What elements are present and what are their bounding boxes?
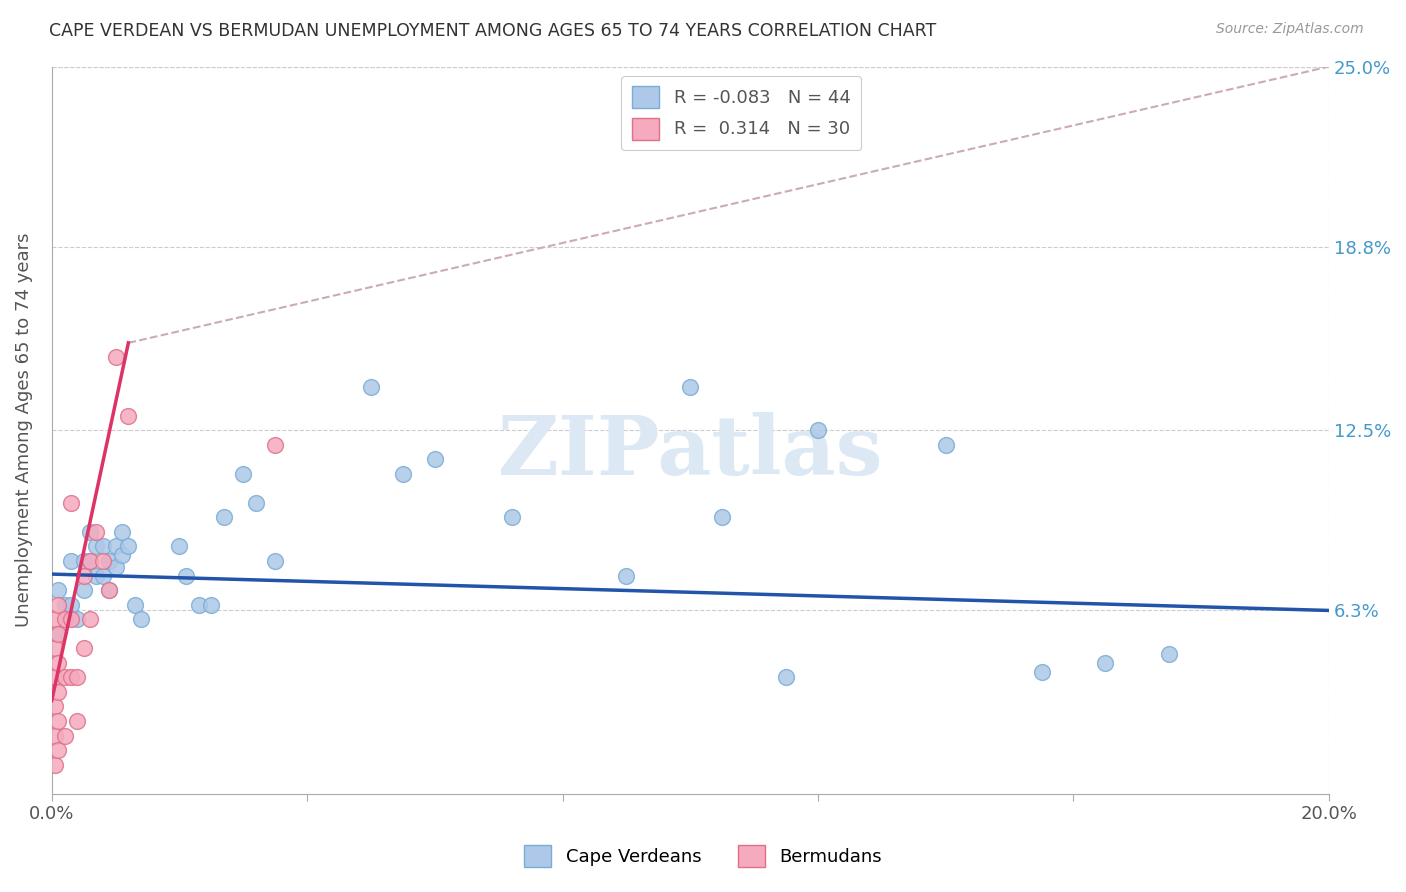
Text: ZIPatlas: ZIPatlas — [498, 412, 883, 492]
Point — [44, 729, 66, 743]
Point — [423, 452, 446, 467]
Point — [212, 510, 235, 524]
Point — [46, 685, 69, 699]
Point — [104, 351, 127, 365]
Point — [232, 467, 254, 481]
Point — [46, 626, 69, 640]
Point — [86, 568, 108, 582]
Point — [44, 757, 66, 772]
Point — [360, 379, 382, 393]
Point — [79, 524, 101, 539]
Point — [59, 612, 82, 626]
Point — [98, 583, 121, 598]
Point — [111, 524, 134, 539]
Point — [73, 583, 96, 598]
Point — [679, 379, 702, 393]
Point — [44, 670, 66, 684]
Point — [66, 612, 89, 626]
Point — [935, 438, 957, 452]
Point — [46, 583, 69, 598]
Legend: R = -0.083   N = 44, R =  0.314   N = 30: R = -0.083 N = 44, R = 0.314 N = 30 — [621, 76, 862, 151]
Point — [775, 670, 797, 684]
Point — [53, 729, 76, 743]
Point — [245, 496, 267, 510]
Point — [129, 612, 152, 626]
Point — [66, 670, 89, 684]
Text: CAPE VERDEAN VS BERMUDAN UNEMPLOYMENT AMONG AGES 65 TO 74 YEARS CORRELATION CHAR: CAPE VERDEAN VS BERMUDAN UNEMPLOYMENT AM… — [49, 22, 936, 40]
Point — [187, 598, 209, 612]
Point — [98, 554, 121, 568]
Point — [46, 714, 69, 728]
Point — [46, 598, 69, 612]
Point — [117, 409, 139, 423]
Point — [1031, 665, 1053, 679]
Point — [66, 714, 89, 728]
Point — [73, 554, 96, 568]
Point — [59, 554, 82, 568]
Point — [392, 467, 415, 481]
Point — [86, 524, 108, 539]
Point — [616, 568, 638, 582]
Point — [174, 568, 197, 582]
Point — [264, 438, 287, 452]
Point — [200, 598, 222, 612]
Point — [501, 510, 523, 524]
Point — [79, 612, 101, 626]
Point — [91, 540, 114, 554]
Point — [53, 670, 76, 684]
Point — [91, 568, 114, 582]
Point — [79, 554, 101, 568]
Point — [73, 641, 96, 656]
Point — [1094, 656, 1116, 670]
Legend: Cape Verdeans, Bermudans: Cape Verdeans, Bermudans — [517, 838, 889, 874]
Point — [59, 598, 82, 612]
Point — [264, 554, 287, 568]
Point — [117, 540, 139, 554]
Point — [46, 656, 69, 670]
Point — [124, 598, 146, 612]
Point — [104, 540, 127, 554]
Point — [1159, 647, 1181, 661]
Text: Source: ZipAtlas.com: Source: ZipAtlas.com — [1216, 22, 1364, 37]
Point — [46, 626, 69, 640]
Point — [44, 641, 66, 656]
Y-axis label: Unemployment Among Ages 65 to 74 years: Unemployment Among Ages 65 to 74 years — [15, 233, 32, 627]
Point — [111, 548, 134, 562]
Point — [104, 559, 127, 574]
Point — [807, 423, 830, 437]
Point — [59, 496, 82, 510]
Point — [44, 699, 66, 714]
Point — [711, 510, 734, 524]
Point — [79, 554, 101, 568]
Point — [46, 743, 69, 757]
Point — [59, 670, 82, 684]
Point — [91, 554, 114, 568]
Point — [169, 540, 191, 554]
Point — [86, 540, 108, 554]
Point — [53, 612, 76, 626]
Point — [53, 598, 76, 612]
Point — [44, 612, 66, 626]
Point — [98, 583, 121, 598]
Point — [73, 568, 96, 582]
